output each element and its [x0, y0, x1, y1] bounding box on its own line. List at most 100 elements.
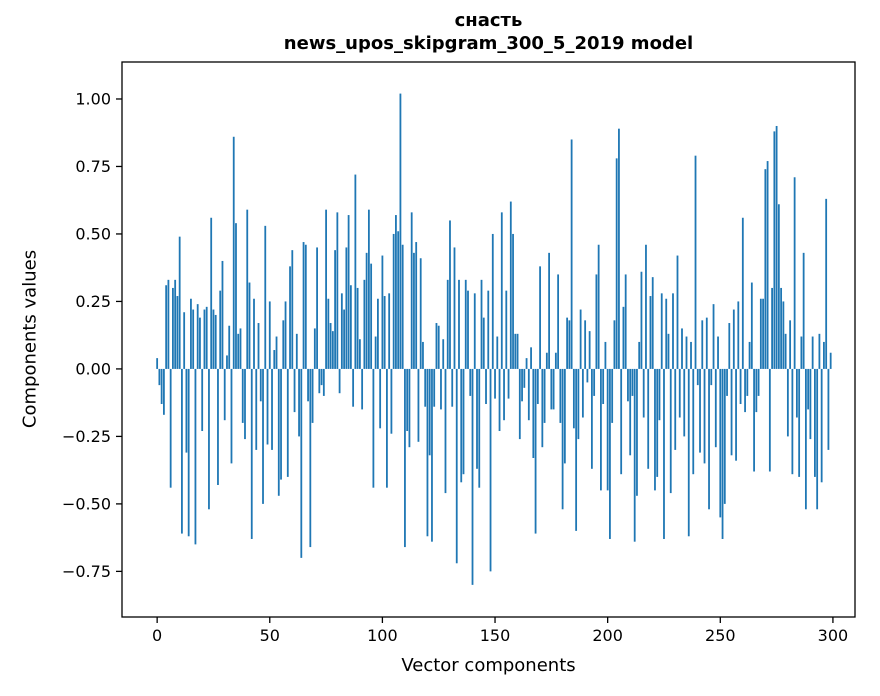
- bar: [431, 368, 433, 542]
- bar: [417, 368, 420, 442]
- bar: [521, 368, 523, 402]
- bar: [744, 368, 746, 413]
- bar: [381, 255, 384, 369]
- bar: [347, 215, 350, 369]
- bar: [809, 368, 812, 440]
- bar: [820, 368, 823, 483]
- bar: [755, 368, 758, 413]
- bar: [377, 298, 379, 369]
- bar: [795, 368, 798, 418]
- bar: [825, 198, 828, 369]
- x-axis-label: Vector components: [401, 655, 576, 676]
- bar: [595, 274, 598, 369]
- bar: [602, 368, 605, 405]
- bar: [823, 341, 825, 369]
- bar: [640, 271, 643, 369]
- bar: [311, 368, 314, 423]
- bar: [246, 209, 249, 369]
- bar: [692, 368, 695, 475]
- bar: [636, 368, 638, 496]
- bar: [334, 250, 336, 369]
- bar: [325, 209, 327, 369]
- bar: [775, 125, 778, 369]
- bar: [694, 155, 697, 369]
- bar: [575, 368, 578, 531]
- bar: [226, 355, 228, 369]
- bar: [518, 368, 521, 440]
- bar: [638, 341, 641, 369]
- bar: [543, 368, 546, 423]
- bar: [624, 274, 627, 369]
- bar: [367, 209, 370, 369]
- bar: [660, 293, 663, 369]
- bar: [804, 368, 807, 510]
- bar: [259, 368, 262, 402]
- bar: [212, 309, 215, 369]
- bar: [217, 368, 219, 485]
- bar: [352, 368, 355, 407]
- bar: [469, 368, 472, 396]
- bar: [647, 368, 650, 469]
- x-tick-label: 50: [260, 626, 280, 645]
- bar: [442, 339, 445, 369]
- bar: [728, 323, 731, 369]
- bar: [557, 274, 560, 369]
- bar: [426, 368, 429, 537]
- bar: [800, 336, 803, 369]
- bar: [552, 368, 555, 410]
- x-tick-label: 300: [818, 626, 849, 645]
- bar: [192, 309, 195, 369]
- bar: [514, 333, 517, 369]
- bar: [611, 368, 614, 423]
- bar: [327, 298, 330, 369]
- bar: [444, 368, 447, 494]
- bar: [536, 368, 539, 405]
- bar: [424, 368, 427, 407]
- bar: [482, 317, 485, 369]
- bar: [163, 368, 165, 415]
- bar: [548, 252, 550, 369]
- bar: [185, 368, 188, 453]
- bar: [300, 368, 303, 558]
- bar: [773, 131, 776, 369]
- bar: [241, 368, 244, 423]
- bar: [746, 368, 749, 396]
- y-tick-label: −0.25: [62, 427, 111, 446]
- bar: [705, 317, 708, 369]
- bar: [397, 231, 400, 369]
- bar: [685, 336, 688, 369]
- bar: [176, 296, 179, 369]
- bar: [230, 368, 233, 464]
- bar: [491, 233, 494, 369]
- bar: [597, 244, 600, 369]
- bar: [318, 368, 321, 394]
- bar: [187, 368, 190, 537]
- bar: [271, 368, 273, 450]
- bar: [559, 368, 562, 423]
- bar: [205, 306, 208, 369]
- bar: [363, 279, 366, 369]
- bar: [208, 368, 210, 510]
- bar: [440, 368, 442, 410]
- bar: [618, 128, 620, 369]
- bar: [365, 252, 368, 369]
- bar: [512, 233, 514, 369]
- bar: [219, 290, 222, 369]
- bar: [723, 368, 726, 504]
- bar: [793, 177, 796, 369]
- bar: [291, 250, 294, 369]
- bar: [816, 368, 819, 510]
- bar: [586, 368, 589, 383]
- bar: [764, 169, 767, 369]
- bar: [683, 368, 686, 437]
- bar: [570, 139, 573, 369]
- bar: [690, 341, 692, 369]
- axis-tick-labels: 0 50 100 150 200 250 300 1.00 0.75 0.50 0.25 0.00 −0…: [62, 89, 848, 645]
- bar: [343, 309, 346, 369]
- bar: [295, 333, 298, 369]
- bar: [302, 242, 305, 369]
- bar: [530, 347, 532, 369]
- bar: [712, 304, 715, 369]
- bar: [316, 247, 318, 369]
